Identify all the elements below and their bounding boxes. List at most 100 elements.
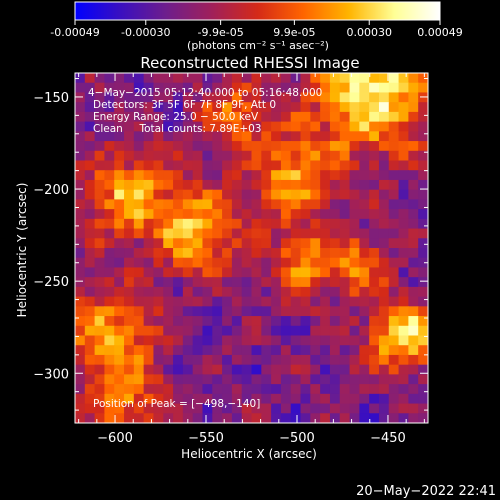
heatmap-cell [398,267,409,278]
heatmap-cell [163,413,174,423]
colorbar-units-label: (photons cm⁻² s⁻¹ asec⁻²) [187,39,329,52]
heatmap-cell [251,306,262,317]
heatmap-cell [163,228,174,239]
heatmap-cell [241,413,253,423]
heatmap-cell [388,111,400,123]
heatmap-cell [202,316,213,327]
heatmap-cell [153,189,164,200]
heatmap-cell [241,257,253,269]
heatmap-cell [310,354,321,366]
heatmap-cell [300,121,311,132]
heatmap-cell [212,257,223,269]
heatmap-cell [388,306,400,317]
heatmap-cell [163,286,174,298]
heatmap-cell [75,228,86,239]
footer-timestamp: 20−May−2022 22:41 [356,484,496,499]
heatmap-cell [143,82,155,94]
heatmap-cell [251,413,262,423]
heatmap-cell [114,170,125,181]
heatmap-cell [398,364,409,375]
heatmap-cell [408,286,419,298]
heatmap-cell [202,209,213,220]
heatmap-cell [173,141,184,152]
heatmap-cell [369,238,380,249]
heatmap-cell [369,374,380,385]
heatmap-cell [339,102,351,113]
heatmap-cell [104,189,115,200]
heatmap-cell [300,325,311,337]
heatmap-cell [222,228,233,239]
heatmap-cell [212,335,223,346]
heatmap-cell [143,374,155,385]
heatmap-cell [153,296,164,307]
heatmap-cell [359,316,370,327]
heatmap-cell [408,73,419,84]
heatmap-cell [84,345,96,356]
heatmap-cell [75,306,86,317]
heatmap-cell [369,199,380,210]
heatmap-cell [222,286,233,298]
heatmap-cell [124,179,135,191]
heatmap-cell [251,286,262,298]
heatmap-cell [388,257,400,269]
heatmap-cell [378,199,390,210]
heatmap-cell [378,189,390,200]
heatmap-cell [418,316,428,327]
heatmap-cell [271,248,282,259]
heatmap-cell [241,345,253,356]
heatmap-cell [310,170,321,181]
heatmap-cell [398,189,409,200]
heatmap-cell [300,160,311,171]
heatmap-cell [84,111,96,123]
heatmap-cell [378,277,390,288]
heatmap-cell [124,238,135,249]
heatmap-cell [75,209,86,220]
heatmap-cell [339,189,351,200]
heatmap-cell [104,335,115,346]
heatmap-cell [329,170,341,181]
heatmap-cell [290,345,302,356]
annotation-clean-counts: Clean Total counts: 7.89E+03 [93,123,262,135]
heatmap-cell [359,354,370,366]
heatmap-cell [329,102,341,113]
heatmap-cell [133,267,145,278]
heatmap-cell [241,335,253,346]
heatmap-cell [202,364,213,375]
heatmap-cell [261,296,272,307]
heatmap-cell [241,393,253,405]
heatmap-cell [329,248,341,259]
heatmap-cell [104,306,115,317]
heatmap-cell [300,218,311,230]
heatmap-cell [261,267,272,278]
heatmap-cell [114,306,125,317]
heatmap-cell [349,277,360,288]
heatmap-cell [359,257,370,269]
heatmap-cell [300,413,311,423]
heatmap-cell [300,257,311,269]
heatmap-cell [398,374,409,385]
heatmap-cell [251,335,262,346]
heatmap-cell [320,384,331,395]
heatmap-cell [94,131,106,142]
heatmap-cell [163,238,174,249]
heatmap-cell [212,296,223,307]
heatmap-cell [182,316,194,327]
heatmap-cell [359,170,370,181]
heatmap-cell [388,354,400,366]
heatmap-cell [290,150,302,162]
heatmap-cell [192,354,204,366]
heatmap-cell [202,102,213,113]
heatmap-cell [104,403,115,414]
heatmap-cell [153,160,164,171]
heatmap-cell [271,267,282,278]
heatmap-cell [231,296,243,307]
heatmap-cell [75,403,86,414]
heatmap-cell [143,277,155,288]
heatmap-cell [163,189,174,200]
heatmap-cell [75,131,86,142]
heatmap-cell [378,238,390,249]
heatmap-cell [94,92,106,103]
heatmap-cell [378,102,390,113]
heatmap-cell [261,248,272,259]
heatmap-cell [418,209,428,220]
